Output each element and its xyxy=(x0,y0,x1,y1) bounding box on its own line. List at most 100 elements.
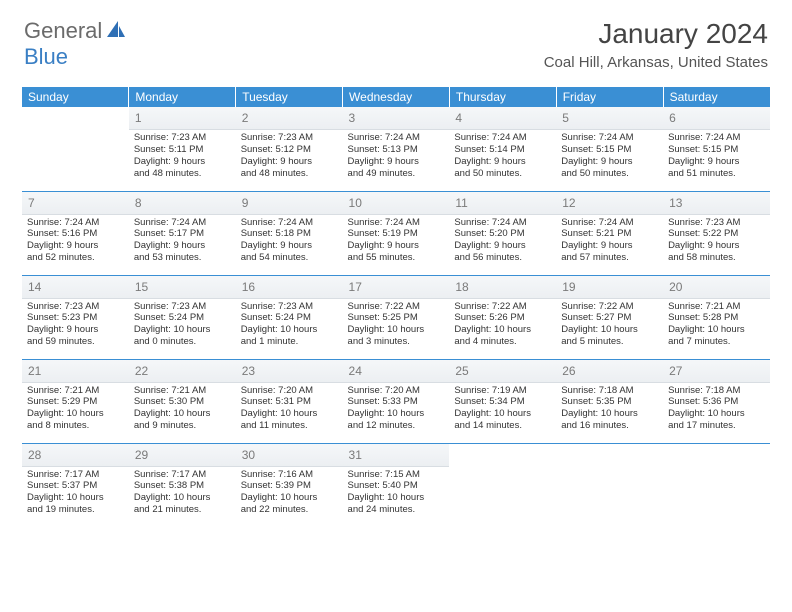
info-line-dl1: Daylight: 9 hours xyxy=(134,240,231,252)
day-number: 8 xyxy=(135,196,142,210)
day-cell: 23Sunrise: 7:20 AMSunset: 5:31 PMDayligh… xyxy=(236,359,343,443)
day-header: Monday xyxy=(129,87,236,107)
day-number: 5 xyxy=(562,111,569,125)
day-cell: 8Sunrise: 7:24 AMSunset: 5:17 PMDaylight… xyxy=(129,191,236,275)
day-number: 30 xyxy=(242,448,255,462)
day-cell: 2Sunrise: 7:23 AMSunset: 5:12 PMDaylight… xyxy=(236,107,343,191)
day-cell: 16Sunrise: 7:23 AMSunset: 5:24 PMDayligh… xyxy=(236,275,343,359)
info-line-dl1: Daylight: 10 hours xyxy=(134,408,231,420)
day-cell: 20Sunrise: 7:21 AMSunset: 5:28 PMDayligh… xyxy=(663,275,770,359)
info-line-dl1: Daylight: 10 hours xyxy=(241,324,338,336)
info-line-ss: Sunset: 5:24 PM xyxy=(241,312,338,324)
day-number: 19 xyxy=(562,280,575,294)
info-line-sr: Sunrise: 7:23 AM xyxy=(27,301,124,313)
info-line-ss: Sunset: 5:33 PM xyxy=(348,396,445,408)
info-line-ss: Sunset: 5:19 PM xyxy=(348,228,445,240)
calendar-table: Sunday Monday Tuesday Wednesday Thursday… xyxy=(22,87,770,527)
info-line-ss: Sunset: 5:26 PM xyxy=(454,312,551,324)
info-line-sr: Sunrise: 7:21 AM xyxy=(134,385,231,397)
day-info: Sunrise: 7:23 AMSunset: 5:23 PMDaylight:… xyxy=(26,301,125,349)
info-line-ss: Sunset: 5:34 PM xyxy=(454,396,551,408)
info-line-dl1: Daylight: 9 hours xyxy=(27,324,124,336)
week-row: 14Sunrise: 7:23 AMSunset: 5:23 PMDayligh… xyxy=(22,275,770,359)
info-line-ss: Sunset: 5:14 PM xyxy=(454,144,551,156)
day-number: 6 xyxy=(669,111,676,125)
day-number: 24 xyxy=(349,364,362,378)
day-number: 10 xyxy=(349,196,362,210)
info-line-sr: Sunrise: 7:21 AM xyxy=(27,385,124,397)
info-line-dl2: and 4 minutes. xyxy=(454,336,551,348)
info-line-dl1: Daylight: 10 hours xyxy=(241,492,338,504)
day-info: Sunrise: 7:16 AMSunset: 5:39 PMDaylight:… xyxy=(240,469,339,517)
info-line-ss: Sunset: 5:13 PM xyxy=(348,144,445,156)
day-cell: 9Sunrise: 7:24 AMSunset: 5:18 PMDaylight… xyxy=(236,191,343,275)
info-line-dl2: and 9 minutes. xyxy=(134,420,231,432)
info-line-sr: Sunrise: 7:17 AM xyxy=(134,469,231,481)
info-line-sr: Sunrise: 7:21 AM xyxy=(668,301,765,313)
day-cell: 1Sunrise: 7:23 AMSunset: 5:11 PMDaylight… xyxy=(129,107,236,191)
day-info: Sunrise: 7:17 AMSunset: 5:38 PMDaylight:… xyxy=(133,469,232,517)
day-info: Sunrise: 7:23 AMSunset: 5:24 PMDaylight:… xyxy=(133,301,232,349)
day-number: 28 xyxy=(28,448,41,462)
info-line-dl2: and 59 minutes. xyxy=(27,336,124,348)
header: General January 2024 Coal Hill, Arkansas… xyxy=(0,0,792,79)
day-number: 18 xyxy=(455,280,468,294)
info-line-dl1: Daylight: 10 hours xyxy=(27,408,124,420)
day-cell: 5Sunrise: 7:24 AMSunset: 5:15 PMDaylight… xyxy=(556,107,663,191)
day-info: Sunrise: 7:17 AMSunset: 5:37 PMDaylight:… xyxy=(26,469,125,517)
info-line-dl1: Daylight: 10 hours xyxy=(27,492,124,504)
day-info: Sunrise: 7:22 AMSunset: 5:25 PMDaylight:… xyxy=(347,301,446,349)
day-cell: 15Sunrise: 7:23 AMSunset: 5:24 PMDayligh… xyxy=(129,275,236,359)
info-line-sr: Sunrise: 7:19 AM xyxy=(454,385,551,397)
day-info: Sunrise: 7:23 AMSunset: 5:12 PMDaylight:… xyxy=(240,132,339,180)
info-line-ss: Sunset: 5:25 PM xyxy=(348,312,445,324)
info-line-dl1: Daylight: 9 hours xyxy=(668,156,765,168)
day-cell: 31Sunrise: 7:15 AMSunset: 5:40 PMDayligh… xyxy=(343,443,450,527)
day-header: Sunday xyxy=(22,87,129,107)
info-line-dl2: and 14 minutes. xyxy=(454,420,551,432)
logo-text-general: General xyxy=(24,18,102,44)
info-line-sr: Sunrise: 7:23 AM xyxy=(134,132,231,144)
info-line-sr: Sunrise: 7:17 AM xyxy=(27,469,124,481)
info-line-sr: Sunrise: 7:24 AM xyxy=(348,132,445,144)
info-line-sr: Sunrise: 7:24 AM xyxy=(27,217,124,229)
info-line-dl2: and 7 minutes. xyxy=(668,336,765,348)
day-cell: 11Sunrise: 7:24 AMSunset: 5:20 PMDayligh… xyxy=(449,191,556,275)
info-line-sr: Sunrise: 7:23 AM xyxy=(241,301,338,313)
day-header: Wednesday xyxy=(343,87,450,107)
info-line-ss: Sunset: 5:20 PM xyxy=(454,228,551,240)
info-line-dl2: and 16 minutes. xyxy=(561,420,658,432)
day-number: 25 xyxy=(455,364,468,378)
day-info: Sunrise: 7:20 AMSunset: 5:33 PMDaylight:… xyxy=(347,385,446,433)
info-line-dl1: Daylight: 9 hours xyxy=(241,156,338,168)
info-line-dl1: Daylight: 9 hours xyxy=(668,240,765,252)
day-cell: 25Sunrise: 7:19 AMSunset: 5:34 PMDayligh… xyxy=(449,359,556,443)
day-number: 23 xyxy=(242,364,255,378)
info-line-ss: Sunset: 5:22 PM xyxy=(668,228,765,240)
info-line-dl1: Daylight: 9 hours xyxy=(561,156,658,168)
day-info: Sunrise: 7:24 AMSunset: 5:14 PMDaylight:… xyxy=(453,132,552,180)
week-row: 1Sunrise: 7:23 AMSunset: 5:11 PMDaylight… xyxy=(22,107,770,191)
day-number: 29 xyxy=(135,448,148,462)
day-info: Sunrise: 7:23 AMSunset: 5:24 PMDaylight:… xyxy=(240,301,339,349)
info-line-dl1: Daylight: 9 hours xyxy=(134,156,231,168)
info-line-dl1: Daylight: 10 hours xyxy=(668,324,765,336)
info-line-sr: Sunrise: 7:24 AM xyxy=(561,132,658,144)
info-line-ss: Sunset: 5:18 PM xyxy=(241,228,338,240)
day-info: Sunrise: 7:21 AMSunset: 5:28 PMDaylight:… xyxy=(667,301,766,349)
info-line-dl2: and 48 minutes. xyxy=(134,168,231,180)
day-cell: 30 Sunrise: 7:16 AMSunset: 5:39 PMDayligh… xyxy=(236,443,343,527)
logo: General xyxy=(24,18,128,44)
info-line-sr: Sunrise: 7:24 AM xyxy=(134,217,231,229)
info-line-sr: Sunrise: 7:24 AM xyxy=(241,217,338,229)
day-number: 17 xyxy=(349,280,362,294)
info-line-ss: Sunset: 5:28 PM xyxy=(668,312,765,324)
day-header-row: Sunday Monday Tuesday Wednesday Thursday… xyxy=(22,87,770,107)
info-line-ss: Sunset: 5:38 PM xyxy=(134,480,231,492)
info-line-sr: Sunrise: 7:23 AM xyxy=(134,301,231,313)
day-info: Sunrise: 7:24 AMSunset: 5:20 PMDaylight:… xyxy=(453,217,552,265)
info-line-dl2: and 56 minutes. xyxy=(454,252,551,264)
info-line-sr: Sunrise: 7:22 AM xyxy=(561,301,658,313)
day-cell xyxy=(449,443,556,527)
info-line-dl2: and 17 minutes. xyxy=(668,420,765,432)
